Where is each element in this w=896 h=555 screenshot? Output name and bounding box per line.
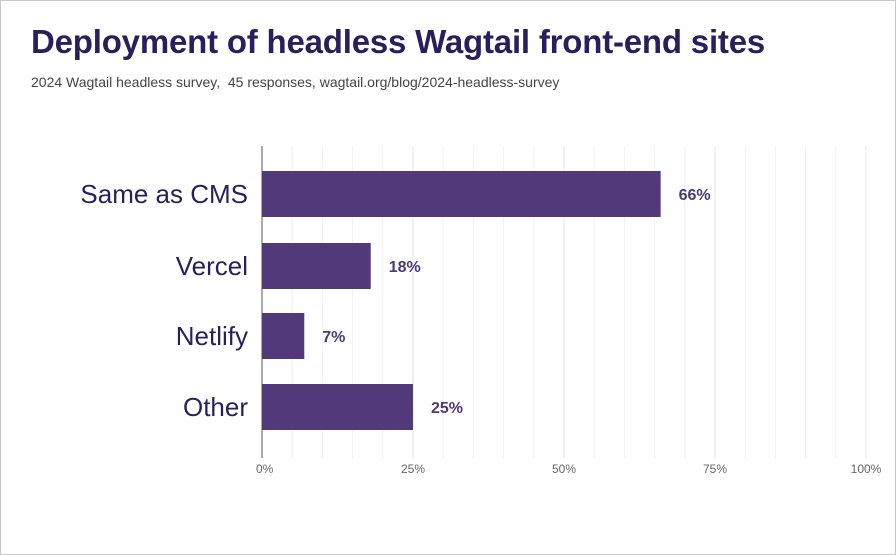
bar-vercel [262,243,371,289]
x-tick-label: 0% [256,462,274,476]
value-label: 25% [431,400,463,417]
x-tick-label: 75% [703,462,727,476]
labels: Same as CMS 66% Vercel 18% Netlify 7% Other 25%… [80,179,881,476]
category-label: Other [183,392,248,422]
category-label: Same as CMS [80,179,248,209]
bars [262,171,661,430]
x-tick-label: 50% [552,462,576,476]
x-tick-label: 25% [401,462,425,476]
chart-subtitle: 2024 Wagtail headless survey, 45 respons… [31,74,560,90]
category-label: Vercel [176,251,248,281]
chart-title: Deployment of headless Wagtail front-end… [31,23,766,60]
bar-netlify [262,313,305,359]
x-tick-label: 100% [851,462,882,476]
value-label: 18% [389,259,421,276]
value-label: 66% [679,187,711,204]
bar-other [262,384,413,430]
value-label: 7% [322,329,345,346]
category-label: Netlify [176,321,248,351]
bar-same-as-cms [262,171,661,217]
